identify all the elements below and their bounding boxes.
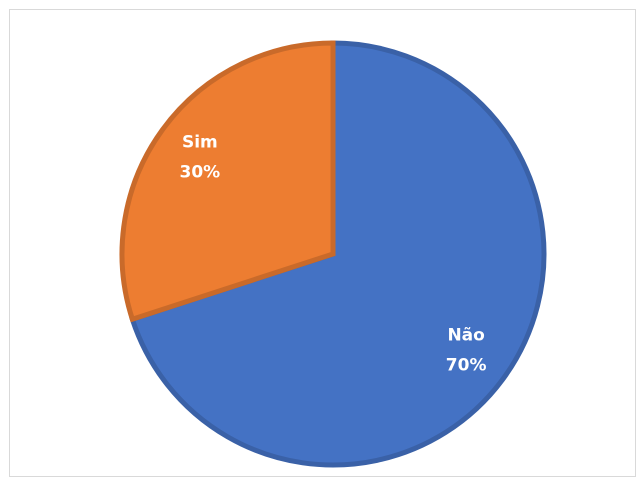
pie-slice [129,40,547,468]
slice-value-label: 70% [446,356,487,376]
pie-slice [119,40,336,323]
slice-category-label: Sim [182,132,218,152]
slice-value-label: 30% [180,162,221,182]
slice-category-label: Não [447,326,484,346]
